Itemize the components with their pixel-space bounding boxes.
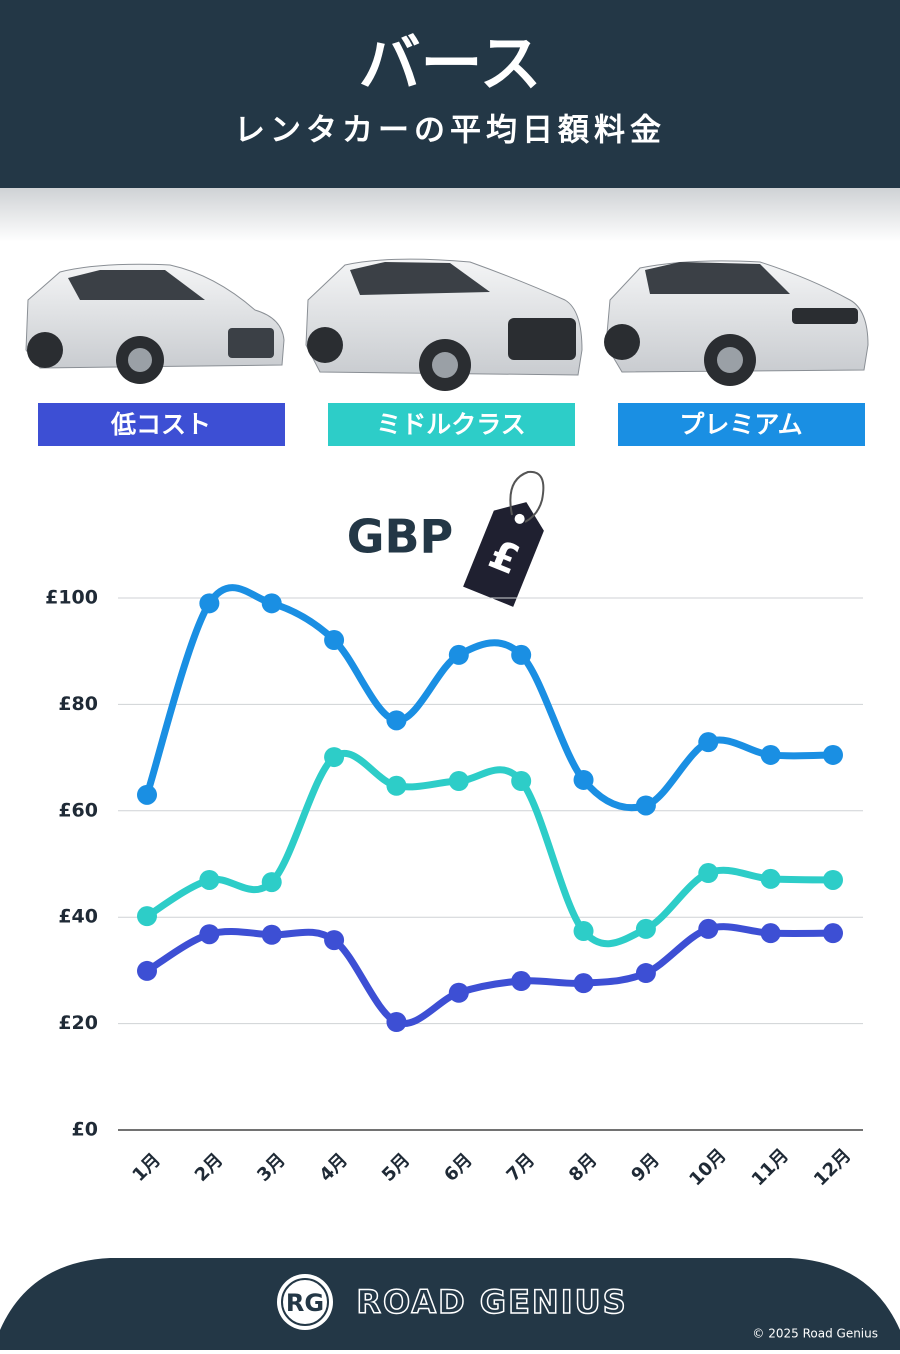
series-line xyxy=(143,923,837,1027)
x-tick-label: 3月 xyxy=(253,1149,289,1185)
data-point xyxy=(823,744,843,765)
data-point xyxy=(760,868,781,889)
data-point xyxy=(573,921,594,942)
data-point xyxy=(635,795,656,816)
data-point xyxy=(261,872,282,893)
y-tick-label: £60 xyxy=(58,799,98,821)
x-tick-label: 10月 xyxy=(685,1145,730,1190)
data-point xyxy=(511,644,532,665)
x-tick-label: 11月 xyxy=(748,1145,793,1190)
car-suv xyxy=(305,258,583,391)
data-point xyxy=(698,918,719,939)
x-tick-label: 5月 xyxy=(378,1149,414,1185)
data-point xyxy=(386,775,407,796)
data-point xyxy=(137,784,157,805)
legend-label: プレミアム xyxy=(679,410,802,439)
car-hatchback xyxy=(25,263,285,384)
data-point xyxy=(511,771,532,792)
data-point xyxy=(448,982,469,1003)
data-point xyxy=(823,923,843,944)
legend-pill xyxy=(328,403,575,446)
car-premium xyxy=(604,260,869,386)
data-point xyxy=(698,732,719,753)
tag-string xyxy=(509,470,545,523)
data-point xyxy=(261,593,282,614)
currency-label: GBP xyxy=(347,510,454,564)
plot: £0 £20 £40 £60 £80 £100 1月 2月 3月 4月 5月 6月 7月 8月 9月 10月 1… xyxy=(45,584,863,1190)
legend-pill xyxy=(618,403,865,446)
data-point xyxy=(324,630,345,651)
legend-label: 低コスト xyxy=(110,410,211,439)
x-tick-label: 1月 xyxy=(128,1149,164,1185)
data-point xyxy=(261,924,282,945)
data-point xyxy=(386,710,407,731)
y-tick-label: £20 xyxy=(58,1012,98,1034)
subtitle: レンタカーの平均日額料金 xyxy=(234,113,666,149)
x-tick-label: 4月 xyxy=(316,1149,352,1185)
data-point xyxy=(137,960,157,981)
data-point xyxy=(448,771,469,792)
logo-text: RG xyxy=(286,1289,324,1317)
data-point xyxy=(386,1012,407,1033)
price-tag: £ xyxy=(463,502,544,607)
x-tick-label: 6月 xyxy=(440,1149,476,1185)
data-point xyxy=(199,869,220,890)
legend-label: ミドルクラス xyxy=(376,410,526,439)
footer-band xyxy=(0,1258,900,1350)
x-tick-label: 12月 xyxy=(810,1145,855,1190)
legend: 低コスト ミドルクラス プレミアム xyxy=(38,403,865,446)
x-tick-label: 9月 xyxy=(627,1149,663,1185)
data-point xyxy=(823,869,843,890)
copyright: © 2025 Road Genius xyxy=(752,1327,878,1341)
x-tick-label: 2月 xyxy=(191,1149,227,1185)
data-point xyxy=(760,923,781,944)
data-point xyxy=(635,963,656,984)
y-tick-label: £40 xyxy=(58,906,98,928)
legend-pill xyxy=(38,403,285,446)
data-point xyxy=(635,918,656,939)
data-point xyxy=(199,924,220,945)
y-tick-label: £100 xyxy=(45,587,98,609)
data-point xyxy=(199,593,220,614)
data-point xyxy=(324,747,345,768)
header-band xyxy=(0,0,900,188)
data-point xyxy=(573,769,594,790)
data-point xyxy=(760,744,781,765)
data-point xyxy=(511,971,532,992)
brand: ROAD GENIUS xyxy=(356,1283,627,1321)
y-tick-label: £0 xyxy=(72,1119,98,1141)
data-point xyxy=(137,906,157,927)
data-point xyxy=(448,644,469,665)
title: バース xyxy=(359,27,542,100)
data-point xyxy=(324,930,345,951)
logo-ring xyxy=(281,1278,329,1326)
data-point xyxy=(698,863,719,884)
series-line xyxy=(143,750,837,948)
x-tick-label: 8月 xyxy=(565,1149,601,1185)
data-point xyxy=(573,973,594,994)
y-tick-label: £80 xyxy=(58,693,98,715)
x-tick-label: 7月 xyxy=(503,1149,539,1185)
logo-circle xyxy=(277,1274,333,1330)
